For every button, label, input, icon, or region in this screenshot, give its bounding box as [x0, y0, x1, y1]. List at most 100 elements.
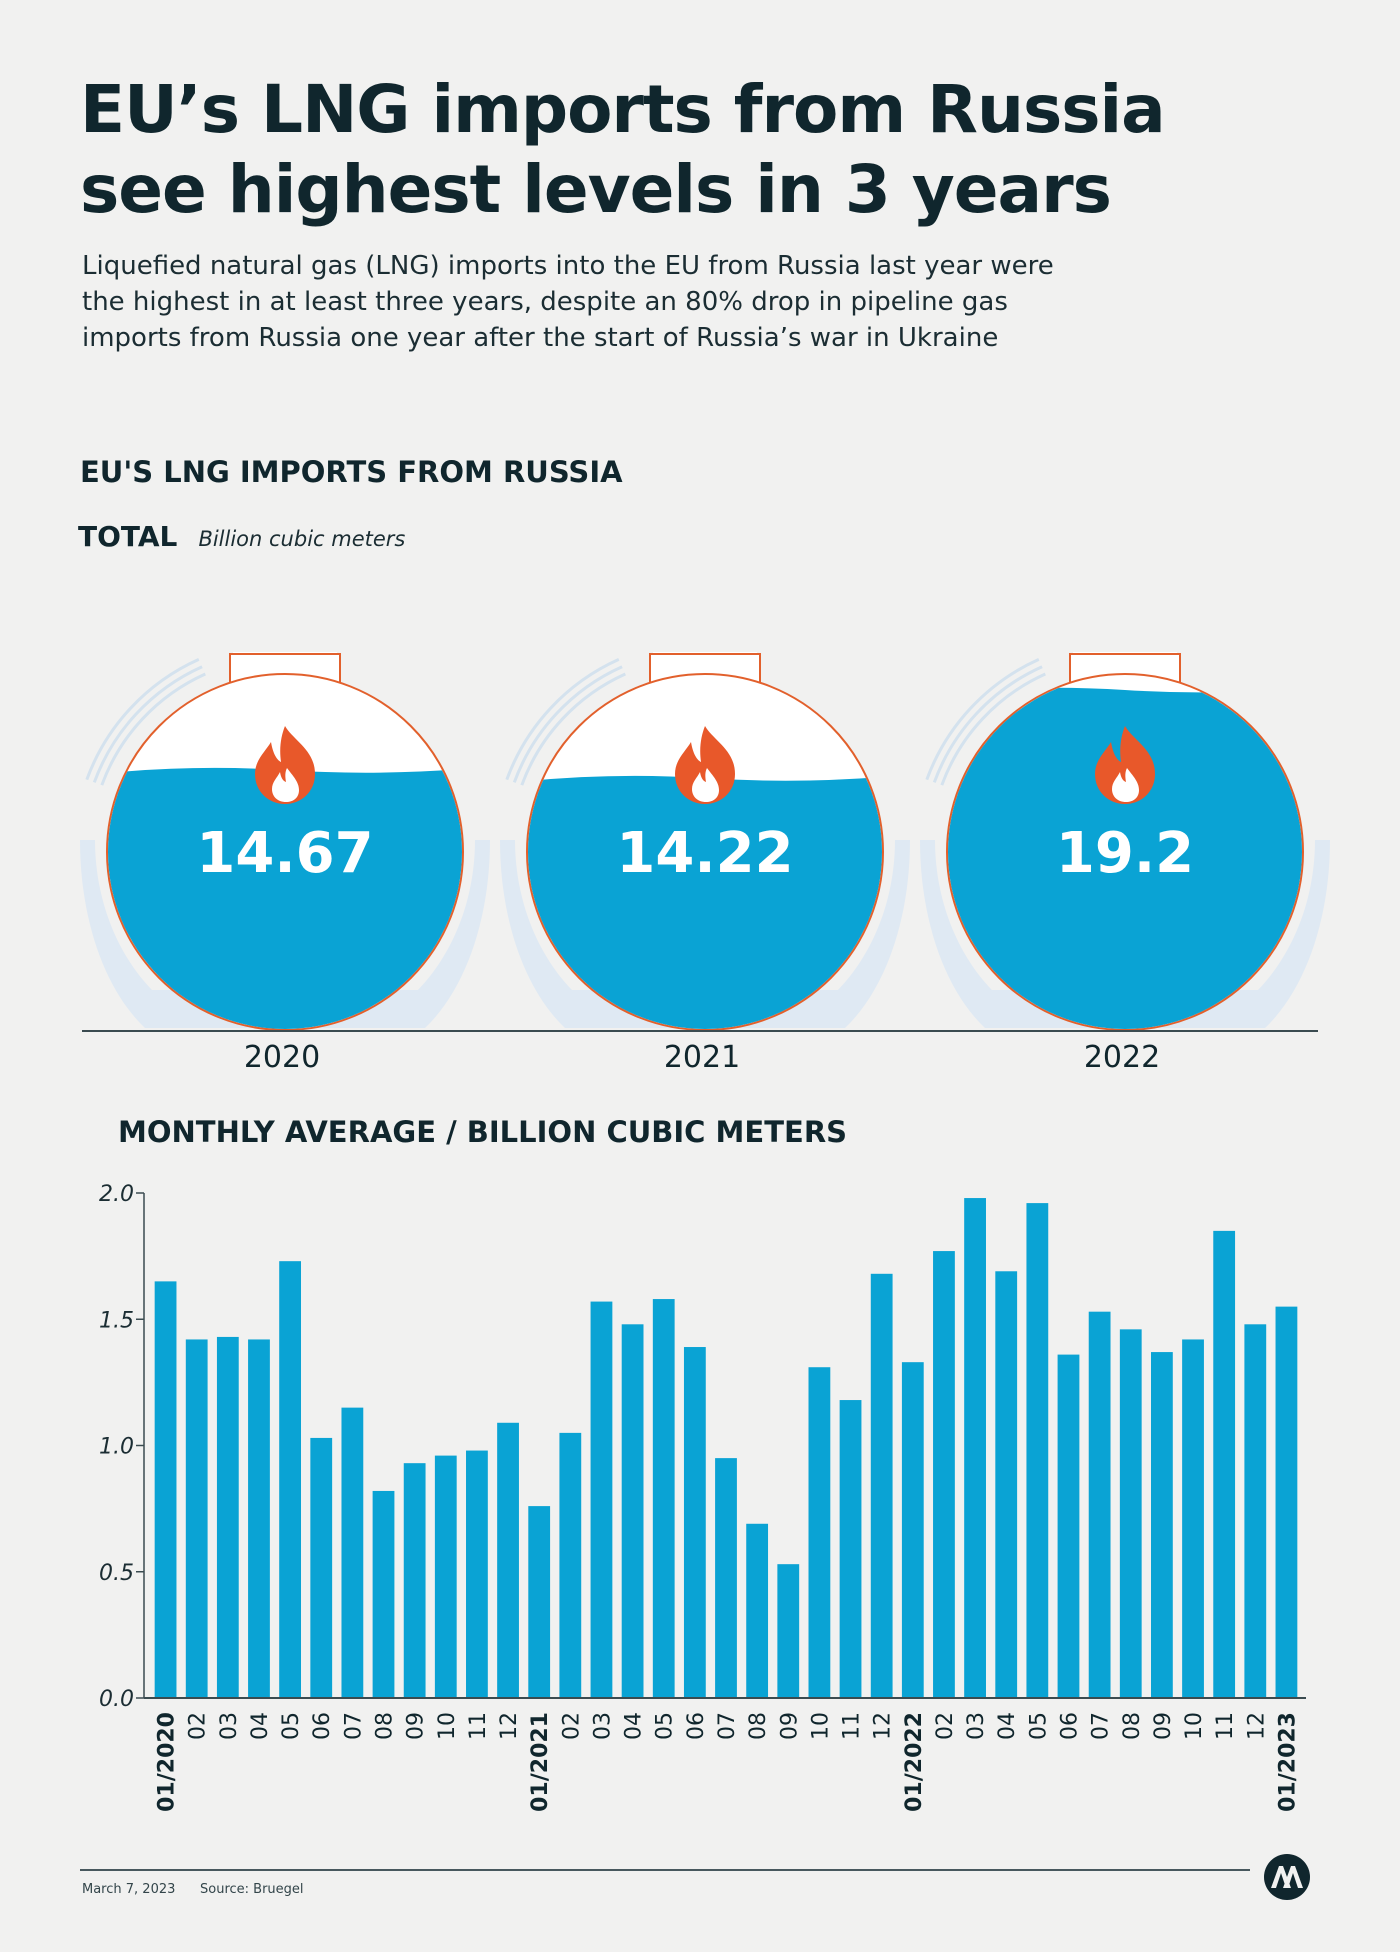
tank-chart: 14.67 14.22 19.2 — [80, 652, 1330, 1032]
year-label-2020: 2020 — [243, 1040, 321, 1075]
bar-6 — [341, 1407, 364, 1698]
bar-34 — [1213, 1230, 1236, 1698]
bar-20 — [777, 1564, 800, 1698]
x-tick-label: 02 — [559, 1712, 584, 1740]
bar-35 — [1244, 1324, 1267, 1698]
bar-33 — [1182, 1339, 1204, 1698]
bar-5 — [310, 1437, 333, 1698]
footer-source: Source: Bruegel — [200, 1882, 304, 1897]
bar-27 — [995, 1271, 1018, 1698]
x-tick-label: 07 — [1089, 1712, 1114, 1740]
y-tick-label: 1.0 — [99, 1435, 134, 1460]
bar-36 — [1275, 1306, 1298, 1698]
bar-1 — [185, 1339, 208, 1698]
x-tick-label: 03 — [964, 1712, 989, 1740]
bar-19 — [746, 1523, 769, 1698]
bar-13 — [559, 1432, 582, 1698]
bar-3 — [248, 1339, 270, 1698]
bar-2 — [216, 1336, 239, 1698]
bar-18 — [715, 1458, 737, 1698]
x-tick-label: 12 — [871, 1712, 896, 1740]
x-tick-label: 09 — [1151, 1712, 1176, 1740]
footer-divider — [80, 1869, 1250, 1871]
title-line-1: EU’s LNG imports from Russia — [80, 71, 1166, 148]
year-label-2021: 2021 — [663, 1040, 741, 1075]
x-tick-label: 01/2020 — [155, 1712, 180, 1812]
bar-4 — [279, 1261, 302, 1698]
x-tick-label: 06 — [310, 1712, 335, 1740]
bar-22 — [839, 1400, 862, 1698]
aa-logo-icon — [1264, 1854, 1310, 1900]
tank-decor-arc — [512, 665, 623, 783]
tank-decor-arc — [520, 672, 626, 786]
bar-29 — [1057, 1354, 1080, 1698]
bar-32 — [1150, 1352, 1173, 1698]
bar-12 — [528, 1506, 551, 1698]
tank-decor-arc — [85, 658, 200, 781]
tank-support-right — [375, 840, 490, 1028]
flame-icon — [675, 726, 735, 804]
bar-0 — [154, 1281, 177, 1698]
x-tick-label: 05 — [1026, 1712, 1051, 1740]
bar-21 — [808, 1367, 831, 1698]
y-tick-label: 0.0 — [99, 1687, 134, 1712]
bar-16 — [652, 1299, 675, 1698]
tank-2021: 14.22 — [500, 652, 910, 1031]
bar-30 — [1088, 1311, 1111, 1698]
title-line-2: see highest levels in 3 years — [80, 151, 1112, 228]
bar-10 — [466, 1450, 488, 1698]
x-tick-label: 10 — [435, 1712, 460, 1740]
bar-7 — [372, 1490, 395, 1698]
tank-decor-arc — [100, 672, 206, 786]
footer-date: March 7, 2023 — [82, 1882, 176, 1897]
bar-11 — [497, 1422, 519, 1698]
x-tick-label: 03 — [217, 1712, 242, 1740]
x-tick-label: 01/2021 — [528, 1712, 553, 1812]
bar-31 — [1119, 1329, 1142, 1698]
section-title-monthly: MONTHLY AVERAGE / BILLION CUBIC METERS — [118, 1115, 848, 1149]
tank-value-label: 19.2 — [1056, 821, 1194, 886]
x-tick-label: 04 — [622, 1712, 647, 1740]
x-tick-label: 08 — [746, 1712, 771, 1740]
bar-23 — [870, 1273, 893, 1698]
tank-decor-arc — [92, 665, 203, 783]
x-tick-label: 11 — [466, 1712, 491, 1740]
x-tick-label: 08 — [373, 1712, 398, 1740]
tank-liquid — [528, 775, 882, 1029]
bar-9 — [434, 1455, 457, 1698]
bar-15 — [621, 1324, 644, 1698]
tank-support-left — [920, 840, 1035, 1028]
x-tick-label: 11 — [1213, 1712, 1238, 1740]
tank-neck-cap — [1073, 652, 1177, 660]
total-label: TOTAL — [78, 520, 178, 553]
bar-26 — [964, 1198, 986, 1698]
x-tick-label: 10 — [808, 1712, 833, 1740]
x-tick-label: 02 — [933, 1712, 958, 1740]
x-tick-label: 09 — [404, 1712, 429, 1740]
x-tick-label: 05 — [279, 1712, 304, 1740]
y-tick-label: 1.5 — [99, 1308, 134, 1333]
unit-label: Billion cubic meters — [198, 527, 406, 551]
flame-icon — [255, 726, 315, 804]
tank-value-label: 14.67 — [196, 821, 373, 886]
year-label-2022: 2022 — [1083, 1040, 1161, 1075]
total-row: TOTAL Billion cubic meters — [78, 520, 405, 553]
bar-28 — [1026, 1203, 1049, 1698]
tank-liquid — [948, 687, 1302, 1029]
x-tick-label: 01/2022 — [902, 1712, 927, 1812]
x-tick-label: 12 — [1244, 1712, 1269, 1740]
x-tick-label: 05 — [653, 1712, 678, 1740]
tank-liquid — [108, 767, 462, 1029]
tank-decor-arc — [940, 672, 1046, 786]
tank-decor-arc — [932, 665, 1043, 783]
x-tick-label: 09 — [777, 1712, 802, 1740]
x-tick-label: 02 — [186, 1712, 211, 1740]
tank-support-right — [1215, 840, 1330, 1028]
bar-17 — [683, 1347, 706, 1698]
tank-value-label: 14.22 — [616, 821, 793, 886]
x-tick-label: 06 — [684, 1712, 709, 1740]
x-tick-label: 08 — [1120, 1712, 1145, 1740]
tank-2020: 14.67 — [80, 652, 490, 1031]
bar-8 — [403, 1463, 426, 1698]
tank-decor-arc — [505, 658, 620, 781]
